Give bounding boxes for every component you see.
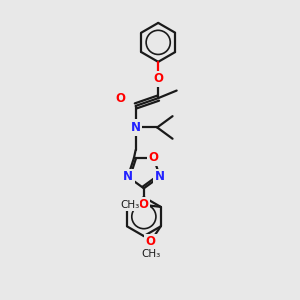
- Text: O: O: [115, 92, 125, 105]
- Text: O: O: [146, 235, 155, 248]
- Text: CH₃: CH₃: [120, 200, 140, 210]
- Text: N: N: [131, 121, 141, 134]
- Text: O: O: [149, 152, 159, 164]
- Text: N: N: [123, 170, 133, 183]
- Text: O: O: [138, 198, 148, 211]
- Text: N: N: [155, 170, 165, 183]
- Text: CH₃: CH₃: [142, 249, 161, 259]
- Text: O: O: [153, 72, 163, 86]
